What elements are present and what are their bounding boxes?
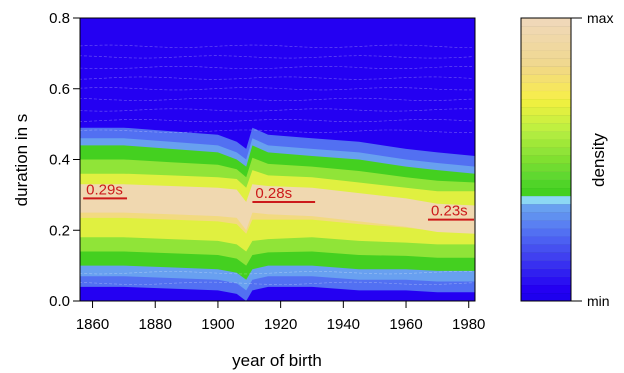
colorbar-cell bbox=[521, 212, 571, 221]
colorbar-cell bbox=[521, 171, 571, 180]
x-tick-label: 1920 bbox=[264, 316, 297, 333]
colorbar-cell bbox=[521, 147, 571, 156]
density-band bbox=[80, 127, 475, 301]
plot-area bbox=[80, 18, 475, 301]
texture-line bbox=[80, 55, 473, 59]
texture-line bbox=[80, 129, 473, 133]
colorbar-cell bbox=[521, 203, 571, 213]
texture-line bbox=[80, 87, 472, 91]
colorbar-cell bbox=[521, 74, 571, 83]
colorbar-cell bbox=[521, 34, 571, 43]
y-axis-label: duration in s bbox=[12, 114, 31, 207]
colorbar-cell bbox=[521, 268, 571, 277]
colorbar-min-label: min bbox=[587, 293, 610, 309]
colorbar-cell bbox=[521, 115, 571, 124]
colorbar-cell bbox=[521, 187, 571, 197]
texture-line bbox=[80, 119, 473, 123]
colorbar bbox=[521, 17, 571, 302]
texture-line bbox=[80, 271, 473, 275]
y-tick-label: 0.0 bbox=[49, 293, 70, 310]
colorbar-cell bbox=[521, 58, 571, 67]
colorbar-cell bbox=[521, 42, 571, 51]
colorbar-cell bbox=[521, 66, 571, 75]
colorbar-cell bbox=[521, 252, 571, 261]
y-tick-label: 0.8 bbox=[49, 10, 70, 27]
x-tick-label: 1860 bbox=[76, 316, 109, 333]
texture-line bbox=[80, 44, 472, 48]
x-axis-label: year of birth bbox=[232, 351, 322, 370]
colorbar-cell bbox=[521, 123, 571, 132]
x-tick-label: 1900 bbox=[201, 316, 234, 333]
colorbar-cell bbox=[521, 179, 571, 188]
colorbar-cell bbox=[521, 163, 571, 172]
texture-line bbox=[80, 108, 472, 112]
colorbar-cell bbox=[521, 26, 571, 35]
texture-line bbox=[80, 65, 472, 69]
x-axis: 1860 1880 1900 1920 1940 1960 1980 bbox=[76, 301, 485, 333]
colorbar-cell bbox=[521, 18, 571, 27]
y-axis: 0.0 0.2 0.4 0.6 0.8 bbox=[49, 10, 80, 310]
density-level-6 bbox=[80, 184, 475, 234]
colorbar-cell bbox=[521, 98, 571, 108]
colorbar-cell bbox=[521, 244, 571, 253]
x-tick-label: 1940 bbox=[327, 316, 360, 333]
colorbar-cell bbox=[521, 106, 571, 116]
y-tick-label: 0.6 bbox=[49, 81, 70, 98]
colorbar-cell bbox=[521, 220, 571, 229]
texture-line bbox=[80, 97, 473, 101]
colorbar-cell bbox=[521, 82, 571, 91]
colorbar-max-label: max bbox=[587, 10, 613, 26]
colorbar-title: density bbox=[589, 133, 608, 187]
y-tick-label: 0.2 bbox=[49, 222, 70, 239]
texture-line bbox=[80, 281, 473, 285]
colorbar-cell bbox=[521, 139, 571, 148]
x-tick-label: 1960 bbox=[389, 316, 422, 333]
colorbar-cell bbox=[521, 195, 571, 205]
mode-marker-label: 0.29s bbox=[86, 181, 123, 198]
colorbar-cell bbox=[521, 131, 571, 140]
x-tick-label: 1880 bbox=[139, 316, 172, 333]
colorbar-cell bbox=[521, 90, 571, 100]
colorbar-cell bbox=[521, 260, 571, 269]
colorbar-cell bbox=[521, 50, 571, 59]
x-tick-label: 1980 bbox=[452, 316, 485, 333]
colorbar-cell bbox=[521, 284, 571, 294]
mode-marker-label: 0.23s bbox=[431, 203, 468, 220]
colorbar-cell bbox=[521, 228, 571, 237]
colorbar-frame bbox=[520, 17, 572, 302]
mode-marker-label: 0.28s bbox=[255, 185, 292, 202]
annotations: 0.29s 0.28s 0.23s bbox=[83, 181, 474, 221]
colorbar-cell bbox=[521, 276, 571, 286]
colorbar-cell bbox=[521, 155, 571, 164]
colorbar-cell bbox=[521, 236, 571, 245]
texture-lines bbox=[80, 44, 473, 285]
texture-line bbox=[80, 76, 473, 80]
y-tick-label: 0.4 bbox=[49, 152, 70, 169]
colorbar-cell bbox=[521, 292, 571, 302]
